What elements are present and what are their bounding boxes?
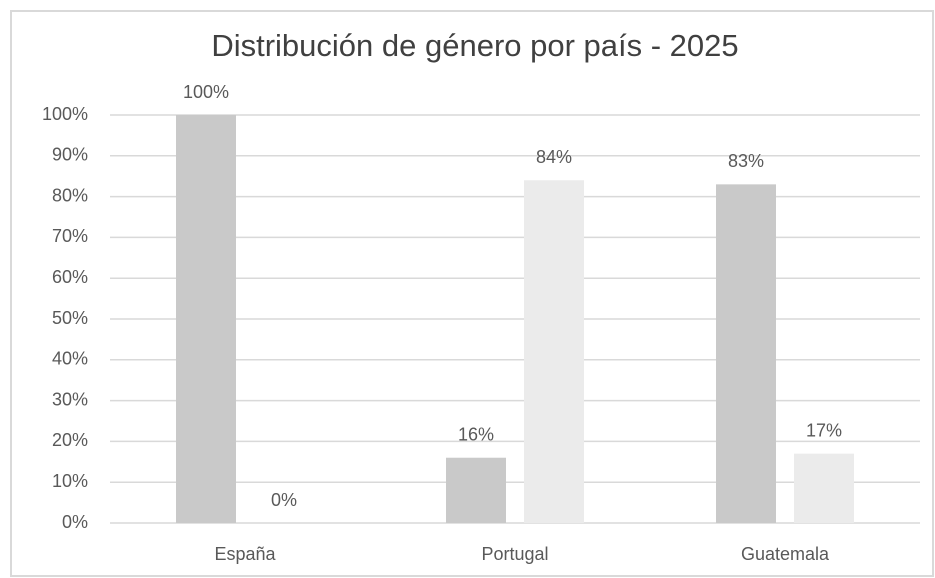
bar (446, 457, 506, 523)
bar (524, 180, 584, 523)
x-tick-label: Guatemala (741, 544, 830, 564)
x-tick-label: Portugal (481, 544, 548, 564)
y-tick-label: 10% (52, 471, 88, 491)
y-tick-label: 20% (52, 430, 88, 450)
x-tick-label: España (214, 544, 276, 564)
y-tick-label: 40% (52, 349, 88, 369)
y-tick-label: 80% (52, 185, 88, 205)
data-label: 0% (271, 490, 297, 510)
data-label: 17% (806, 420, 842, 440)
y-tick-label: 0% (62, 512, 88, 532)
y-tick-label: 90% (52, 145, 88, 165)
data-label: 100% (183, 82, 229, 102)
bar (794, 453, 854, 523)
y-tick-label: 30% (52, 389, 88, 409)
y-tick-label: 50% (52, 308, 88, 328)
y-tick-label: 100% (42, 104, 88, 124)
bar (716, 184, 776, 524)
chart-title: Distribución de género por país - 2025 (211, 28, 738, 63)
data-label: 83% (728, 151, 764, 171)
y-tick-label: 60% (52, 267, 88, 287)
data-label: 16% (458, 424, 494, 444)
bar (176, 115, 236, 523)
y-tick-label: 70% (52, 226, 88, 246)
data-label: 84% (536, 147, 572, 167)
